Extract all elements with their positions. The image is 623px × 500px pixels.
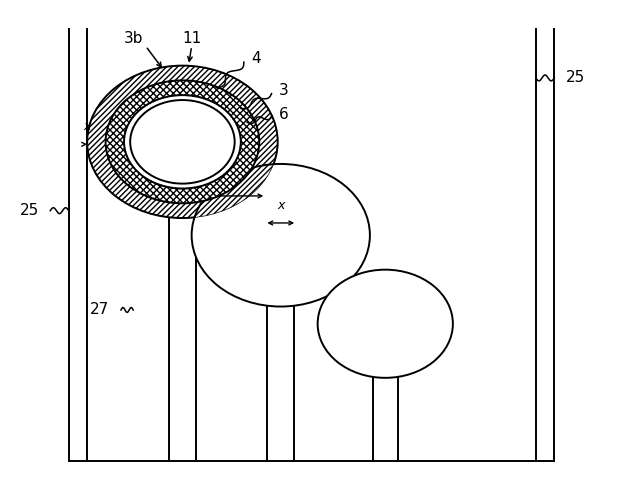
Text: 25: 25 (21, 203, 40, 218)
Text: x: x (277, 199, 285, 212)
Text: x: x (224, 172, 231, 185)
Circle shape (124, 95, 241, 188)
Text: 11: 11 (182, 31, 201, 46)
Circle shape (87, 66, 278, 218)
Circle shape (318, 270, 453, 378)
Circle shape (192, 164, 370, 306)
Text: x: x (83, 120, 91, 134)
Text: 3: 3 (279, 82, 288, 98)
Circle shape (130, 100, 235, 184)
Circle shape (105, 80, 259, 204)
Text: 4: 4 (251, 50, 261, 66)
Text: 3b: 3b (123, 31, 143, 46)
Text: 25: 25 (566, 70, 586, 86)
Text: 27: 27 (90, 302, 109, 316)
Text: 6: 6 (279, 108, 288, 122)
